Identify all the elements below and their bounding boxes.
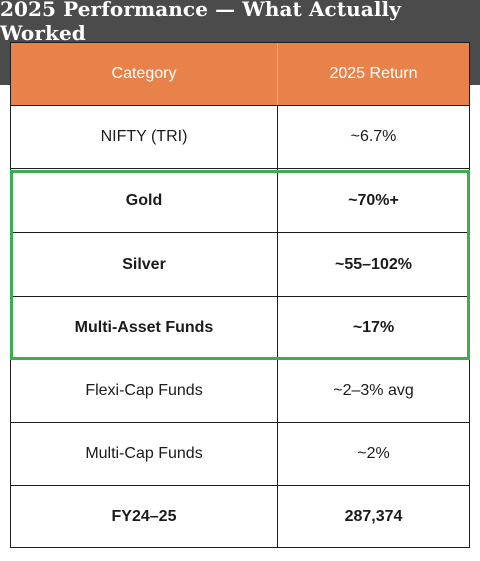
cell-return: ~55–102% <box>335 255 412 273</box>
cell-category: Gold <box>11 169 278 232</box>
cell-category: NIFTY (TRI) <box>11 106 278 168</box>
table-row: NIFTY (TRI) ~6.7% <box>11 106 469 169</box>
table-row: Flexi-Cap Funds ~2–3% avg <box>11 360 469 423</box>
page-title: 2025 Performance — What Actually Worked <box>0 0 401 45</box>
cell-return: ~70%+ <box>348 191 399 209</box>
header-return: 2025 Return <box>278 43 469 105</box>
cell-return: 287,374 <box>344 507 403 525</box>
table-row: Multi-Cap Funds ~2% <box>11 423 469 486</box>
table-row: FY24–25 287,374 <box>11 486 469 547</box>
cell-category: Flexi-Cap Funds <box>11 360 278 422</box>
header-category: Category <box>11 43 278 105</box>
table-row: Gold ~70%+ <box>11 169 469 233</box>
cell-return: ~2% <box>357 445 390 462</box>
table-row: Silver ~55–102% <box>11 233 469 297</box>
cell-category: Silver <box>11 233 278 296</box>
cell-category: FY24–25 <box>11 486 278 547</box>
cell-return: ~2–3% avg <box>333 382 414 399</box>
table-row: Multi-Asset Funds ~17% <box>11 297 469 360</box>
table-header-row: Category 2025 Return <box>11 43 469 106</box>
cell-category: Multi-Cap Funds <box>11 423 278 485</box>
performance-table: Category 2025 Return NIFTY (TRI) ~6.7% G… <box>10 42 470 548</box>
cell-return: ~17% <box>352 319 395 336</box>
cell-category: Multi-Asset Funds <box>11 297 278 359</box>
cell-return: ~6.7% <box>350 128 397 145</box>
